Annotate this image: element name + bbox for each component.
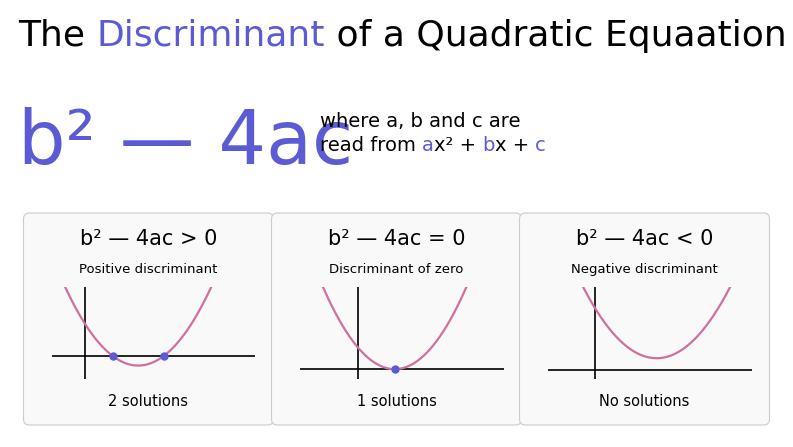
- Text: b² — 4ac = 0: b² — 4ac = 0: [328, 229, 465, 249]
- FancyBboxPatch shape: [519, 213, 769, 425]
- Text: Discriminant of zero: Discriminant of zero: [329, 263, 464, 276]
- Text: Positive discriminant: Positive discriminant: [79, 263, 218, 276]
- Text: x +: x +: [495, 136, 535, 155]
- Text: x² +: x² +: [434, 136, 482, 155]
- Text: a: a: [422, 136, 434, 155]
- Text: b² — 4ac: b² — 4ac: [18, 107, 353, 180]
- Text: 2 solutions: 2 solutions: [109, 393, 189, 409]
- Text: b² — 4ac < 0: b² — 4ac < 0: [576, 229, 713, 249]
- Text: Negative discriminant: Negative discriminant: [571, 263, 718, 276]
- Text: The: The: [18, 19, 97, 53]
- Text: of a Quadratic Equaation: of a Quadratic Equaation: [325, 19, 787, 53]
- Text: read from: read from: [320, 136, 422, 155]
- Text: c: c: [535, 136, 546, 155]
- FancyBboxPatch shape: [24, 213, 274, 425]
- Text: b: b: [482, 136, 495, 155]
- Text: where a, b and c are: where a, b and c are: [320, 112, 520, 131]
- Text: 1 solutions: 1 solutions: [357, 393, 436, 409]
- FancyBboxPatch shape: [271, 213, 522, 425]
- Text: Discriminant: Discriminant: [97, 19, 325, 53]
- Text: b² — 4ac > 0: b² — 4ac > 0: [80, 229, 217, 249]
- Text: No solutions: No solutions: [600, 393, 690, 409]
